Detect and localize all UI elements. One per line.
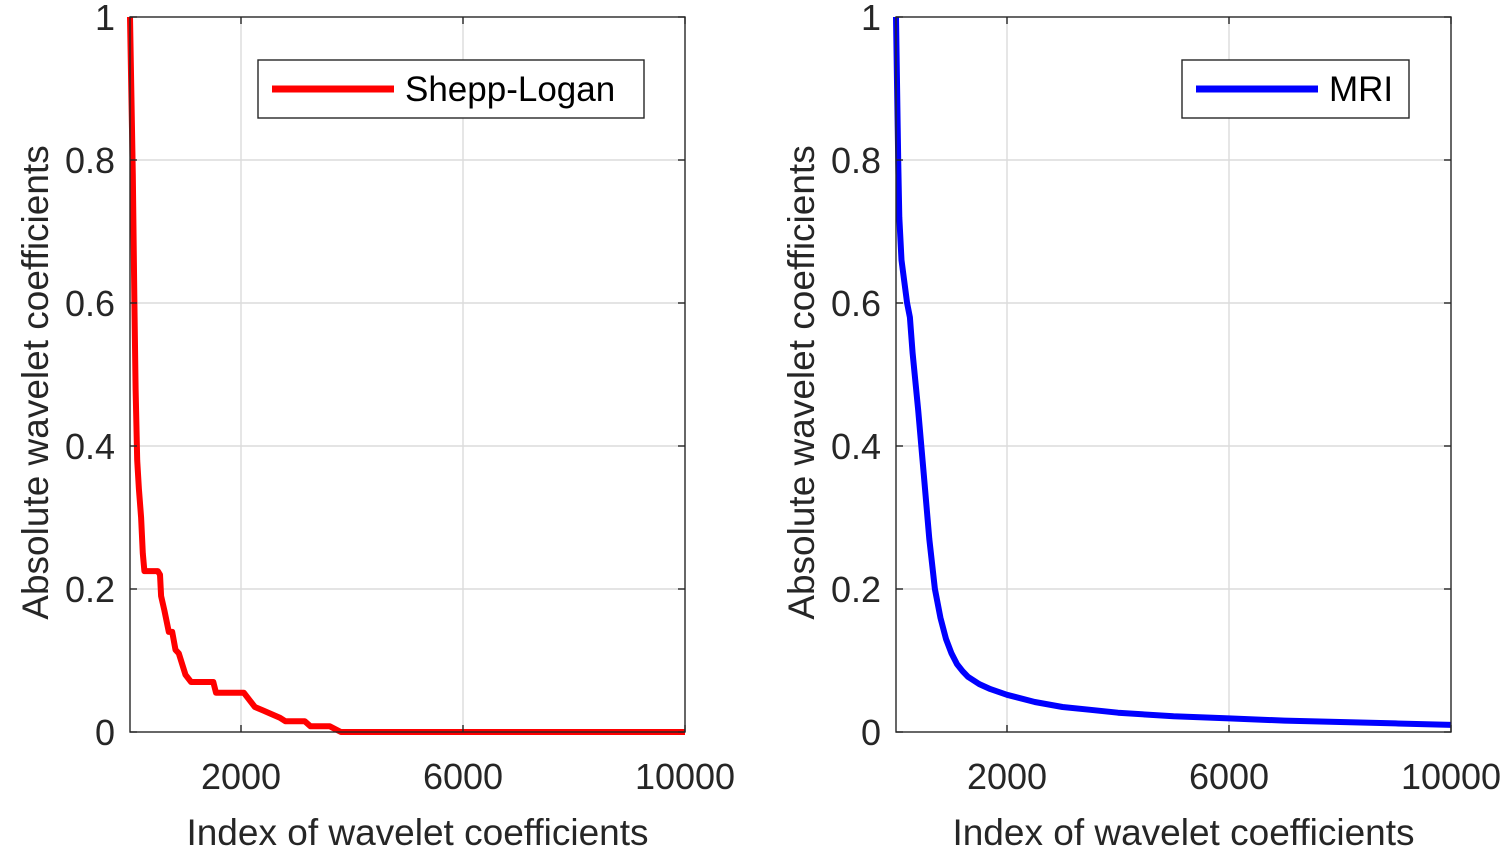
y-tick-label: 0.2 xyxy=(65,569,115,610)
x-tick-label: 2000 xyxy=(967,756,1047,797)
series-line-0 xyxy=(127,16,685,735)
y-tick-label: 0.6 xyxy=(65,283,115,324)
y-tick-label: 1 xyxy=(95,0,115,38)
x-tick-label: 6000 xyxy=(423,756,503,797)
legend-label-0: MRI xyxy=(1329,70,1393,109)
y-tick-label: 0.8 xyxy=(65,140,115,181)
x-tick-label: 2000 xyxy=(201,756,281,797)
y-tick-label: 0.6 xyxy=(831,283,881,324)
y-tick-label: 0 xyxy=(861,712,881,753)
y-axis-label: Absolute wavelet coefficients xyxy=(15,145,56,619)
plot-frame xyxy=(129,16,686,733)
plot-frame xyxy=(895,16,1452,733)
legend: MRI xyxy=(1181,59,1410,119)
x-axis-label: Index of wavelet coefficients xyxy=(952,812,1414,853)
legend-label-0: Shepp-Logan xyxy=(405,70,615,109)
series-line-0 xyxy=(893,16,1452,728)
chart-panel-mri: 2000 6000 10000 0 0.2 0.4 0.6 0.8 1 Index of wave… xyxy=(781,0,1501,853)
y-tick-label: 0.2 xyxy=(831,569,881,610)
x-tick-label: 10000 xyxy=(635,756,735,797)
y-tick-label: 0.8 xyxy=(831,140,881,181)
y-tick-label: 0.4 xyxy=(65,426,115,467)
y-tick-label: 1 xyxy=(861,0,881,38)
x-tick-label: 10000 xyxy=(1401,756,1501,797)
legend: Shepp-Logan xyxy=(257,59,645,119)
y-tick-label: 0.4 xyxy=(831,426,881,467)
y-tick-label: 0 xyxy=(95,712,115,753)
chart-panel-shepp-logan: 2000 6000 10000 0 0.2 0.4 0.6 0.8 1 Index of wave… xyxy=(15,0,735,853)
x-tick-label: 6000 xyxy=(1189,756,1269,797)
x-axis-label: Index of wavelet coefficients xyxy=(186,812,648,853)
y-axis-label: Absolute wavelet coefficients xyxy=(781,145,822,619)
